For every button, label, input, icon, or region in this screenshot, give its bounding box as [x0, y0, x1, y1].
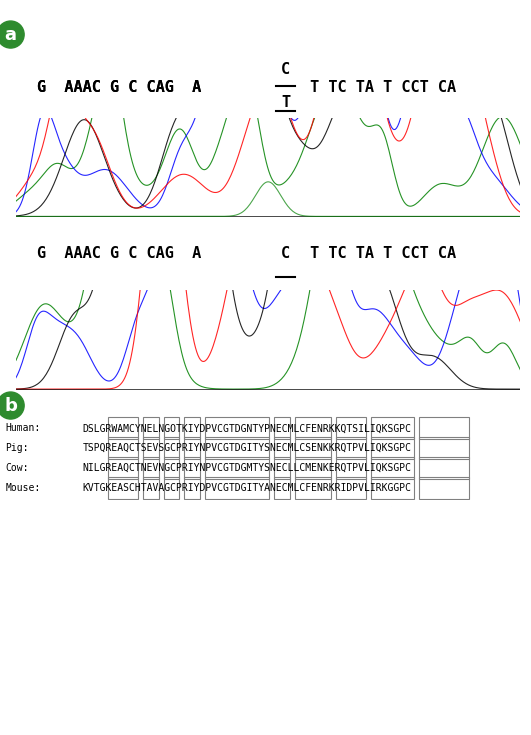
Text: Human:: Human: — [5, 423, 40, 434]
Text: T TC TA T CCT CA: T TC TA T CCT CA — [301, 246, 456, 261]
Text: G  AAAC G C CAG  A: G AAAC G C CAG A — [37, 80, 201, 95]
Text: T691: T691 — [370, 508, 396, 523]
Text: G  AAAC G C CAG  A: G AAAC G C CAG A — [37, 246, 211, 261]
Text: b: b — [4, 397, 17, 415]
Text: T: T — [281, 95, 290, 110]
Text: Pig:: Pig: — [5, 443, 29, 453]
Text: C: C — [281, 62, 290, 77]
Text: G  AAAC G C CAG  A: G AAAC G C CAG A — [37, 80, 201, 95]
Text: Mouse:: Mouse: — [5, 483, 40, 493]
Text: Cow:: Cow: — [5, 463, 29, 473]
Text: C: C — [281, 246, 290, 261]
Text: NILGREAQCTNEVNGCPRIYNPVCGTDGMTYSNECLLCMENKERQTPVLIQKSGPC: NILGREAQCTNEVNGCPRIYNPVCGTDGMTYSNECLLCME… — [82, 463, 412, 473]
Text: a: a — [5, 26, 16, 43]
Text: KVTGKEASCHTAVAGCPRIYDPVCGTDGITYANECMLCFENRKRIDPVLIRKGGPC: KVTGKEASCHTAVAGCPRIYDPVCGTDGITYANECMLCFE… — [82, 483, 412, 493]
Text: DSLGRWAMCYNELNGOTKIYDPVCGTDGNTYPNECMLCFENRKKQTSILIQKSGPC: DSLGRWAMCYNELNGOTKIYDPVCGTDGNTYPNECMLCFE… — [82, 423, 412, 434]
Text: TSPQREAQCTSEVSGCPRIYNPVCGTDGITYSNECMLCSENKKRQTPVLIQKSGPC: TSPQREAQCTSEVSGCPRIYNPVCGTDGITYSNECMLCSE… — [82, 443, 412, 453]
Text: T TC TA T CCT CA: T TC TA T CCT CA — [301, 80, 456, 95]
